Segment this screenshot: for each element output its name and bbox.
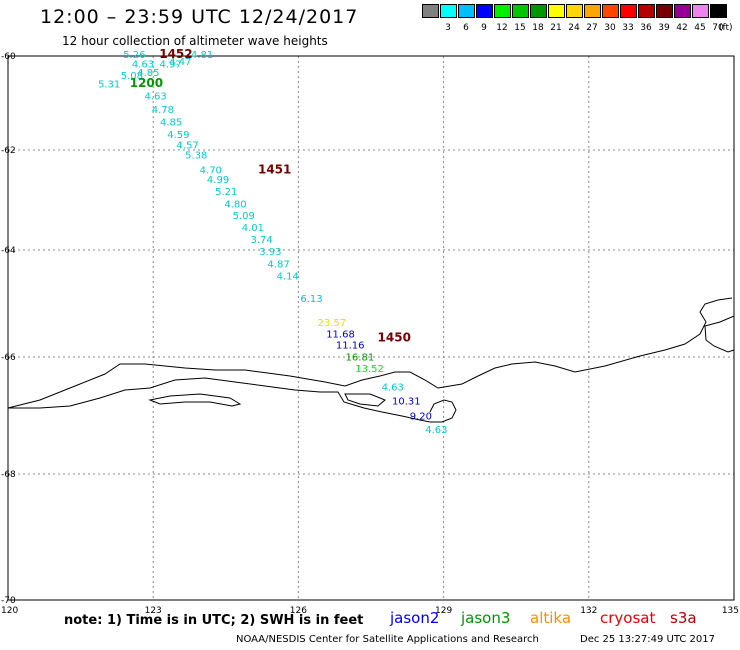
wave-height-label: 11.16: [336, 341, 365, 352]
time-label: 1451: [258, 163, 291, 177]
legend-label: 9: [481, 23, 487, 33]
wave-height-label: 3.74: [250, 235, 272, 246]
coastline: [8, 377, 457, 423]
wave-height-label: 6.13: [300, 294, 322, 305]
legend-swatch: [584, 4, 601, 18]
coastline: [148, 393, 242, 407]
legend-swatch: [512, 4, 529, 18]
legend-label: 30: [604, 23, 616, 33]
wave-height-label: 4.63: [144, 91, 166, 102]
legend-label: 36: [640, 23, 652, 33]
legend-swatch: [548, 4, 565, 18]
wave-height-label: 5.08: [121, 71, 143, 82]
wave-height-label: 5.09: [233, 211, 255, 222]
wave-height-label: 4.70: [200, 166, 222, 177]
legend-swatch: [476, 4, 493, 18]
legend-swatch: [494, 4, 511, 18]
lon-tick-label: 129: [435, 606, 452, 616]
legend-label: 21: [550, 23, 562, 33]
altimeter-labels: 5.26 4.814.63 4.974.475.084.855.314.634.78…: [98, 47, 447, 436]
wave-height-label: 4.57: [176, 140, 198, 151]
legend-label: 39: [658, 23, 670, 33]
legend-label: 3: [445, 23, 451, 33]
wave-height-label: 4.97: [159, 60, 181, 71]
legend-swatch: [656, 4, 673, 18]
chart-title: 12:00 – 23:59 UTC 12/24/2017: [40, 6, 359, 28]
satellite-label-altika: altika: [530, 609, 572, 627]
legend-unit: (ft): [719, 23, 733, 33]
legend-label: 12: [496, 23, 508, 33]
lon-tick-label: 135: [722, 606, 739, 616]
lon-tick-label: 126: [290, 606, 307, 616]
legend-label: 18: [532, 23, 544, 33]
wave-height-label: 4.63: [132, 60, 154, 71]
wave-height-label: 5.21: [215, 187, 237, 198]
wave-height-label: 5.31: [98, 79, 120, 90]
wave-height-label: 3.93: [259, 247, 281, 258]
wave-height-label: 4.99: [207, 175, 229, 186]
satellite-label-jason2: jason2: [390, 609, 440, 627]
wave-height-label: 23.57: [317, 318, 346, 329]
lat-tick-label: -70: [1, 596, 16, 606]
legend-swatch: [710, 4, 727, 18]
wave-height-label: 4.78: [152, 105, 174, 116]
lon-tick-label: 123: [145, 606, 162, 616]
legend-label: 6: [463, 23, 469, 33]
footnote: note: 1) Time is in UTC; 2) SWH is in fe…: [64, 613, 364, 628]
legend-swatch: [674, 4, 691, 18]
chart-subtitle: 12 hour collection of altimeter wave hei…: [62, 34, 328, 48]
coastline: [344, 393, 386, 407]
wave-height-label: 4.81: [191, 50, 213, 61]
legend-label: 24: [568, 23, 580, 33]
legend-swatch: [422, 4, 439, 18]
time-label: 1200: [130, 76, 163, 90]
wave-height-label: 5.38: [185, 151, 207, 162]
wave-height-label: 11.68: [326, 329, 355, 340]
time-label: 1452: [159, 47, 192, 61]
wave-height-label: 4.85: [137, 68, 159, 79]
wave-height-label: 13.52: [355, 364, 384, 375]
legend-swatch: [566, 4, 583, 18]
time-label: 1450: [378, 331, 411, 345]
satellite-label-cryosat: cryosat: [600, 609, 656, 627]
wave-height-label: 4.14: [277, 272, 299, 283]
wave-height-label: 4.59: [167, 130, 189, 141]
wave-height-label: 4.63: [382, 382, 404, 393]
legend-swatch: [638, 4, 655, 18]
wave-height-label: 4.87: [267, 259, 289, 270]
wave-height-label: 16.81: [346, 352, 375, 363]
lon-tick-label: 132: [580, 606, 597, 616]
map-frame: [7, 55, 735, 601]
satellite-label-jason3: jason3: [461, 609, 511, 627]
legend-swatch: [458, 4, 475, 18]
satellite-label-s3a: s3a: [670, 609, 697, 627]
wave-height-label: 4.85: [160, 117, 182, 128]
legend-label: 33: [622, 23, 634, 33]
wave-height-label: 4.01: [242, 223, 264, 234]
lon-tick-label: 120: [1, 606, 18, 616]
wave-height-label: 5.26: [123, 50, 145, 61]
wave-height-label: 4.63: [425, 425, 447, 436]
coastline: [7, 297, 733, 409]
generation-timestamp: Dec 25 13:27:49 UTC 2017: [580, 634, 715, 645]
coastline: [704, 315, 735, 353]
legend-label: 27: [586, 23, 598, 33]
legend-swatch: [692, 4, 709, 18]
legend-label: 42: [676, 23, 688, 33]
legend-swatch: [620, 4, 637, 18]
wave-height-label: 10.31: [392, 396, 421, 407]
legend-label: 70: [712, 23, 724, 33]
wave-height-label: 4.80: [224, 200, 246, 211]
wave-height-label: 4.47: [169, 57, 191, 68]
legend-swatch: [530, 4, 547, 18]
legend-label: 45: [694, 23, 706, 33]
legend-label: 15: [514, 23, 526, 33]
credit-text: NOAA/NESDIS Center for Satellite Applica…: [236, 634, 539, 645]
legend-swatch: [440, 4, 457, 18]
legend-swatch: [602, 4, 619, 18]
wave-height-label: 9.20: [410, 412, 432, 423]
